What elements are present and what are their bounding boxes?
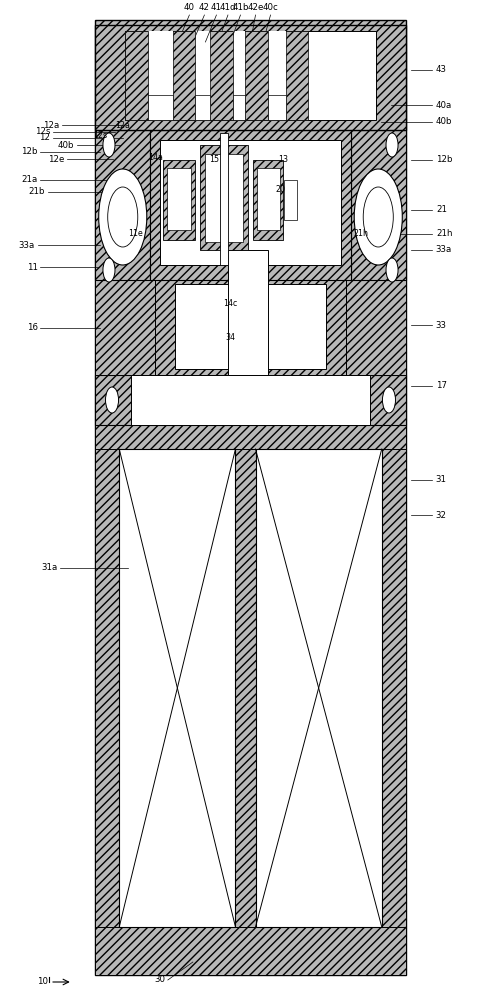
Bar [167, 168, 191, 230]
Text: 11: 11 [27, 262, 38, 271]
Bar [148, 31, 173, 120]
Circle shape [106, 387, 119, 413]
Text: 15: 15 [209, 155, 219, 164]
Bar [95, 425, 119, 975]
Bar [268, 95, 286, 120]
Bar [284, 180, 297, 220]
Text: 42: 42 [199, 3, 210, 12]
Bar [95, 20, 406, 975]
Text: 11e: 11e [128, 229, 143, 237]
Text: 40b: 40b [436, 117, 452, 126]
Circle shape [103, 258, 115, 282]
Text: 43: 43 [436, 66, 447, 75]
Bar [210, 31, 233, 120]
Text: 14a: 14a [148, 152, 163, 161]
Bar [119, 449, 235, 927]
Bar [95, 375, 406, 425]
Text: 41d: 41d [220, 3, 236, 12]
Bar [175, 284, 326, 369]
Bar [95, 25, 406, 130]
Text: 30: 30 [154, 976, 165, 984]
Bar [150, 130, 351, 280]
Text: 21a: 21a [22, 176, 38, 184]
Text: 16: 16 [27, 324, 38, 332]
Bar [233, 95, 245, 120]
Text: 40c: 40c [263, 3, 279, 12]
Text: 42e: 42e [247, 3, 264, 12]
Bar [95, 130, 150, 280]
Circle shape [103, 133, 115, 157]
Text: 31: 31 [436, 476, 447, 485]
Text: 12a: 12a [115, 120, 130, 129]
Text: 33: 33 [436, 320, 447, 330]
Text: 12b: 12b [436, 155, 452, 164]
Bar [382, 425, 406, 975]
Text: 12s: 12s [35, 127, 50, 136]
Bar [253, 160, 283, 240]
Text: 31a: 31a [42, 564, 58, 572]
Text: 14c: 14c [223, 298, 237, 308]
Text: 12a: 12a [43, 120, 59, 129]
Circle shape [354, 169, 402, 265]
Text: 34: 34 [225, 334, 235, 342]
Text: 20: 20 [276, 186, 286, 194]
Bar [155, 280, 346, 375]
Bar [228, 250, 268, 375]
Bar [163, 160, 195, 240]
Bar [205, 154, 243, 242]
Bar [257, 168, 280, 230]
Circle shape [386, 258, 398, 282]
Bar [268, 31, 286, 120]
Bar [220, 133, 228, 265]
Circle shape [382, 387, 395, 413]
Bar [95, 280, 155, 375]
Text: 12: 12 [39, 133, 50, 142]
Bar [195, 95, 210, 120]
Bar [131, 375, 370, 425]
Text: 40b: 40b [58, 140, 74, 149]
Bar [119, 449, 382, 927]
Text: 41: 41 [211, 3, 222, 12]
Bar [195, 31, 210, 120]
Text: 21h: 21h [353, 229, 368, 237]
Text: 32: 32 [436, 510, 447, 520]
Bar [346, 280, 406, 375]
Text: 33a: 33a [19, 240, 35, 249]
Text: 21h: 21h [436, 230, 452, 238]
Text: 12e: 12e [48, 154, 64, 163]
Text: 10: 10 [37, 978, 48, 986]
Bar [245, 31, 268, 120]
Bar [256, 449, 382, 927]
Circle shape [386, 133, 398, 157]
Text: 12s: 12s [93, 130, 107, 139]
Bar [200, 145, 248, 250]
Circle shape [99, 169, 147, 265]
Text: 40a: 40a [436, 101, 452, 109]
Text: 21: 21 [436, 206, 447, 215]
Bar [233, 31, 245, 120]
Text: 13: 13 [278, 155, 288, 164]
Bar [95, 927, 406, 975]
Bar [173, 31, 195, 120]
Text: 12b: 12b [21, 147, 38, 156]
Bar [125, 31, 148, 120]
Text: 17: 17 [436, 381, 447, 390]
Text: 21b: 21b [29, 188, 45, 196]
Circle shape [363, 187, 393, 247]
Bar [125, 31, 376, 120]
Circle shape [108, 187, 138, 247]
Bar [286, 31, 308, 120]
Text: 41b: 41b [232, 3, 248, 12]
Bar [351, 130, 406, 280]
Bar [160, 140, 341, 265]
Text: 33a: 33a [436, 245, 452, 254]
Text: 40: 40 [184, 3, 195, 12]
Bar [95, 425, 406, 449]
Bar [110, 50, 391, 945]
Bar [235, 449, 256, 927]
Bar [148, 95, 173, 120]
